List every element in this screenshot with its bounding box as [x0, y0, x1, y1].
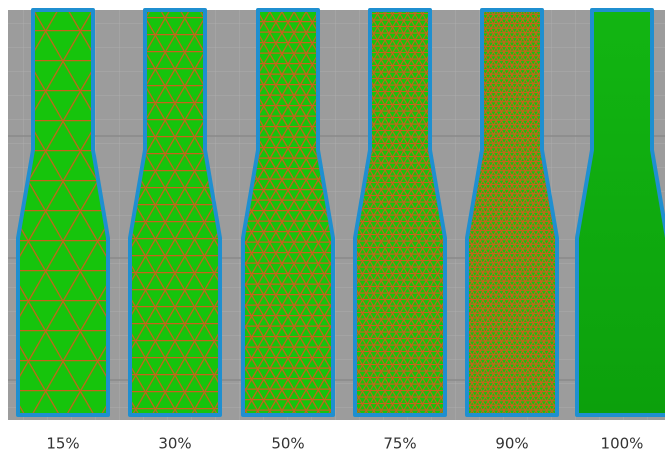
specimen — [467, 10, 557, 415]
specimen — [355, 10, 445, 415]
infill-label: 30% — [158, 435, 191, 453]
infill-figure: 15% 30% 50% 75% 90% 100% — [0, 0, 665, 455]
infill-label: 90% — [495, 435, 528, 453]
infill-label: 100% — [601, 435, 644, 453]
specimen — [243, 10, 333, 415]
infill-label: 15% — [46, 435, 79, 453]
specimen — [130, 10, 220, 415]
infill-label: 50% — [271, 435, 304, 453]
specimen — [577, 10, 665, 415]
specimen — [18, 10, 108, 415]
infill-label: 75% — [383, 435, 416, 453]
